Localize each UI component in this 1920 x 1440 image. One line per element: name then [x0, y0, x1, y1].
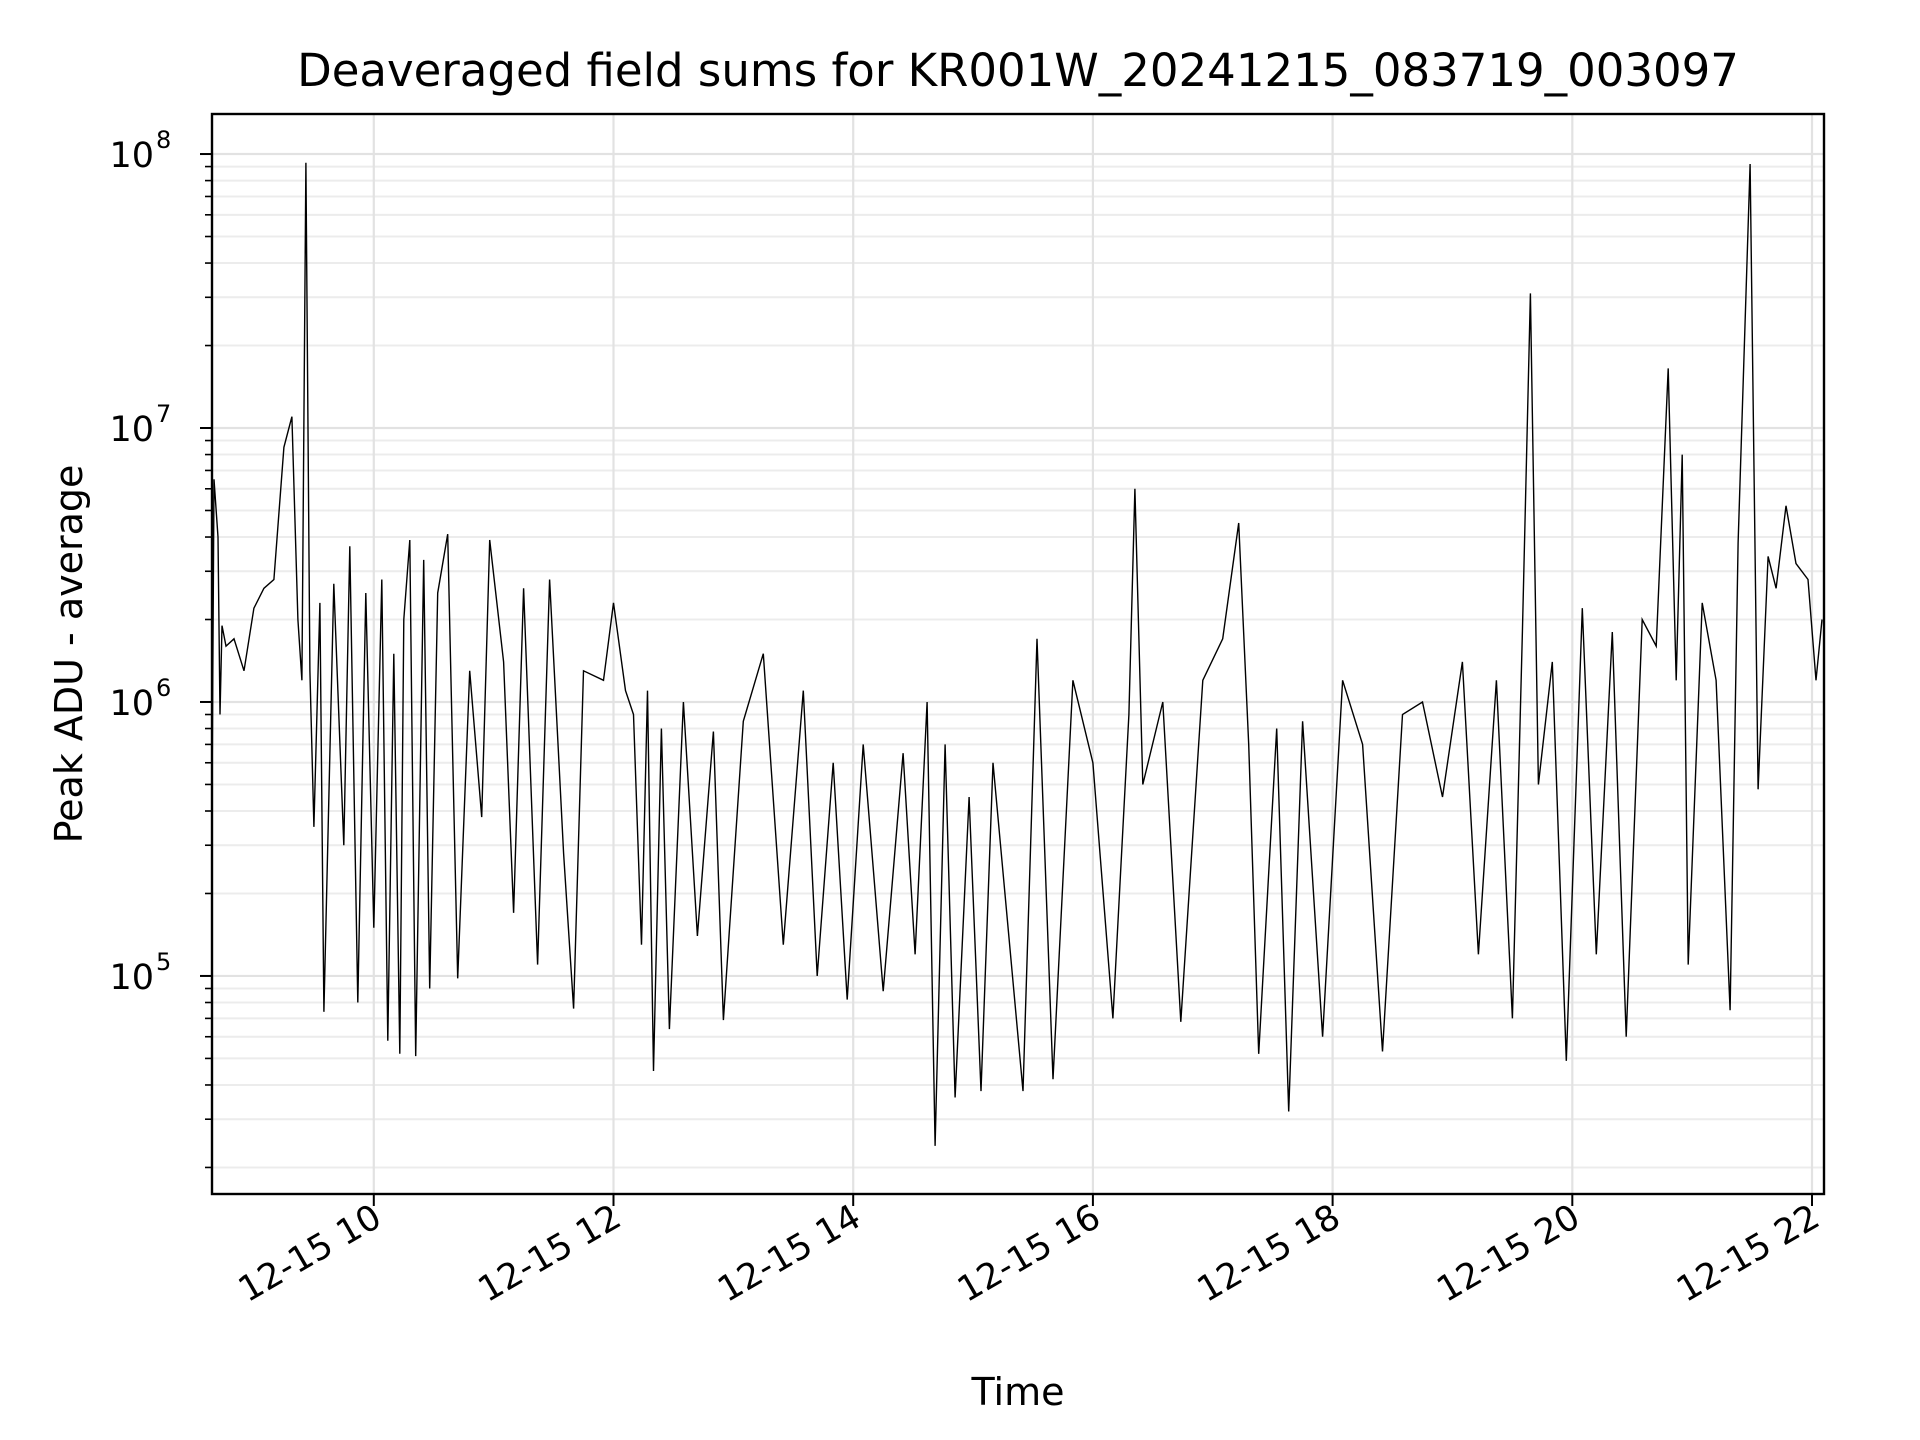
x-axis-label: Time: [971, 1370, 1065, 1414]
y-tick-label-exponent: 7: [156, 400, 171, 428]
y-tick-label: 10: [109, 136, 154, 176]
series-layer: [211, 162, 1823, 1146]
y-tick-label: 10: [109, 958, 154, 998]
y-tick-label-exponent: 5: [156, 948, 171, 976]
plot-frame: [210, 112, 1826, 1196]
chart-title: Deaveraged field sums for KR001W_2024121…: [297, 44, 1739, 97]
y-tick-label: 10: [109, 410, 154, 450]
y-tick-label: 10: [109, 684, 154, 724]
series-line: [211, 162, 1823, 1146]
y-tick-label-exponent: 6: [156, 674, 171, 702]
y-tick-label-exponent: 8: [156, 126, 171, 154]
y-axis-label: Peak ADU - average: [47, 465, 91, 844]
